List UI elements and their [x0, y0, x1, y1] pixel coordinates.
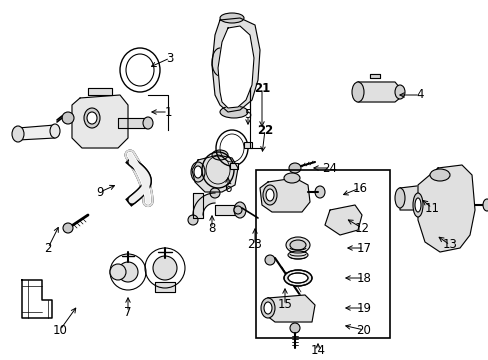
Ellipse shape [423, 227, 431, 243]
Ellipse shape [220, 106, 247, 118]
Polygon shape [212, 18, 260, 112]
Polygon shape [193, 193, 203, 218]
Bar [229, 163, 238, 169]
Ellipse shape [261, 298, 274, 318]
Polygon shape [218, 26, 253, 108]
Ellipse shape [263, 185, 276, 205]
Ellipse shape [220, 13, 244, 23]
Text: 20: 20 [356, 324, 371, 337]
Polygon shape [88, 88, 112, 95]
Ellipse shape [287, 251, 307, 259]
Text: 7: 7 [124, 306, 131, 319]
Ellipse shape [120, 48, 160, 92]
Ellipse shape [87, 112, 97, 124]
Text: 18: 18 [356, 271, 371, 284]
Ellipse shape [50, 124, 60, 138]
Ellipse shape [264, 255, 274, 265]
Ellipse shape [234, 206, 242, 214]
Polygon shape [399, 185, 431, 210]
Text: 5: 5 [244, 108, 251, 122]
Text: 19: 19 [356, 302, 371, 315]
Ellipse shape [126, 54, 154, 86]
Text: 17: 17 [356, 242, 371, 255]
Text: 12: 12 [354, 221, 369, 234]
Bar [256, 170, 389, 338]
Text: 8: 8 [208, 221, 215, 234]
Polygon shape [215, 205, 240, 215]
Ellipse shape [284, 173, 299, 183]
Ellipse shape [110, 264, 126, 280]
Ellipse shape [63, 223, 73, 233]
Text: 6: 6 [224, 181, 231, 194]
Text: 1: 1 [164, 105, 171, 118]
Text: 10: 10 [52, 324, 67, 337]
Polygon shape [369, 74, 379, 78]
Text: 23: 23 [247, 238, 262, 252]
Ellipse shape [289, 240, 305, 250]
Text: 13: 13 [442, 238, 456, 252]
Text: 11: 11 [424, 202, 439, 215]
Ellipse shape [284, 270, 311, 286]
Ellipse shape [288, 163, 301, 173]
Ellipse shape [314, 186, 325, 198]
Text: 24: 24 [322, 162, 337, 175]
Polygon shape [417, 165, 474, 252]
Ellipse shape [429, 169, 449, 181]
Ellipse shape [287, 273, 307, 283]
Text: 15: 15 [277, 298, 292, 311]
Ellipse shape [234, 202, 245, 218]
Polygon shape [192, 155, 238, 192]
Text: 21: 21 [253, 81, 269, 94]
Text: 9: 9 [96, 185, 103, 198]
Ellipse shape [153, 256, 177, 280]
Polygon shape [193, 193, 215, 215]
Polygon shape [357, 82, 399, 102]
Ellipse shape [118, 262, 138, 282]
Text: 14: 14 [310, 343, 325, 356]
Polygon shape [427, 225, 454, 246]
Bar [244, 142, 251, 148]
Ellipse shape [191, 162, 204, 182]
Ellipse shape [289, 323, 299, 333]
Ellipse shape [84, 108, 100, 128]
Text: 22: 22 [256, 123, 273, 136]
Polygon shape [325, 205, 361, 235]
Ellipse shape [414, 198, 420, 212]
Text: 2: 2 [44, 242, 52, 255]
Polygon shape [118, 118, 148, 128]
Ellipse shape [351, 82, 363, 102]
Ellipse shape [62, 112, 74, 124]
Ellipse shape [394, 85, 404, 99]
Text: 3: 3 [166, 51, 173, 64]
Polygon shape [260, 178, 309, 212]
Ellipse shape [194, 166, 202, 178]
Ellipse shape [412, 193, 422, 217]
Ellipse shape [209, 188, 220, 198]
Polygon shape [72, 95, 128, 148]
Ellipse shape [482, 199, 488, 211]
Ellipse shape [212, 48, 227, 76]
Ellipse shape [265, 189, 273, 201]
Ellipse shape [285, 237, 309, 253]
Polygon shape [155, 282, 175, 292]
Polygon shape [18, 125, 55, 140]
Polygon shape [262, 295, 314, 322]
Ellipse shape [212, 150, 227, 160]
Text: 4: 4 [415, 89, 423, 102]
Text: 16: 16 [352, 181, 367, 194]
Ellipse shape [264, 302, 271, 314]
Ellipse shape [142, 117, 153, 129]
Ellipse shape [394, 188, 404, 208]
Ellipse shape [12, 126, 24, 142]
Ellipse shape [187, 215, 198, 225]
